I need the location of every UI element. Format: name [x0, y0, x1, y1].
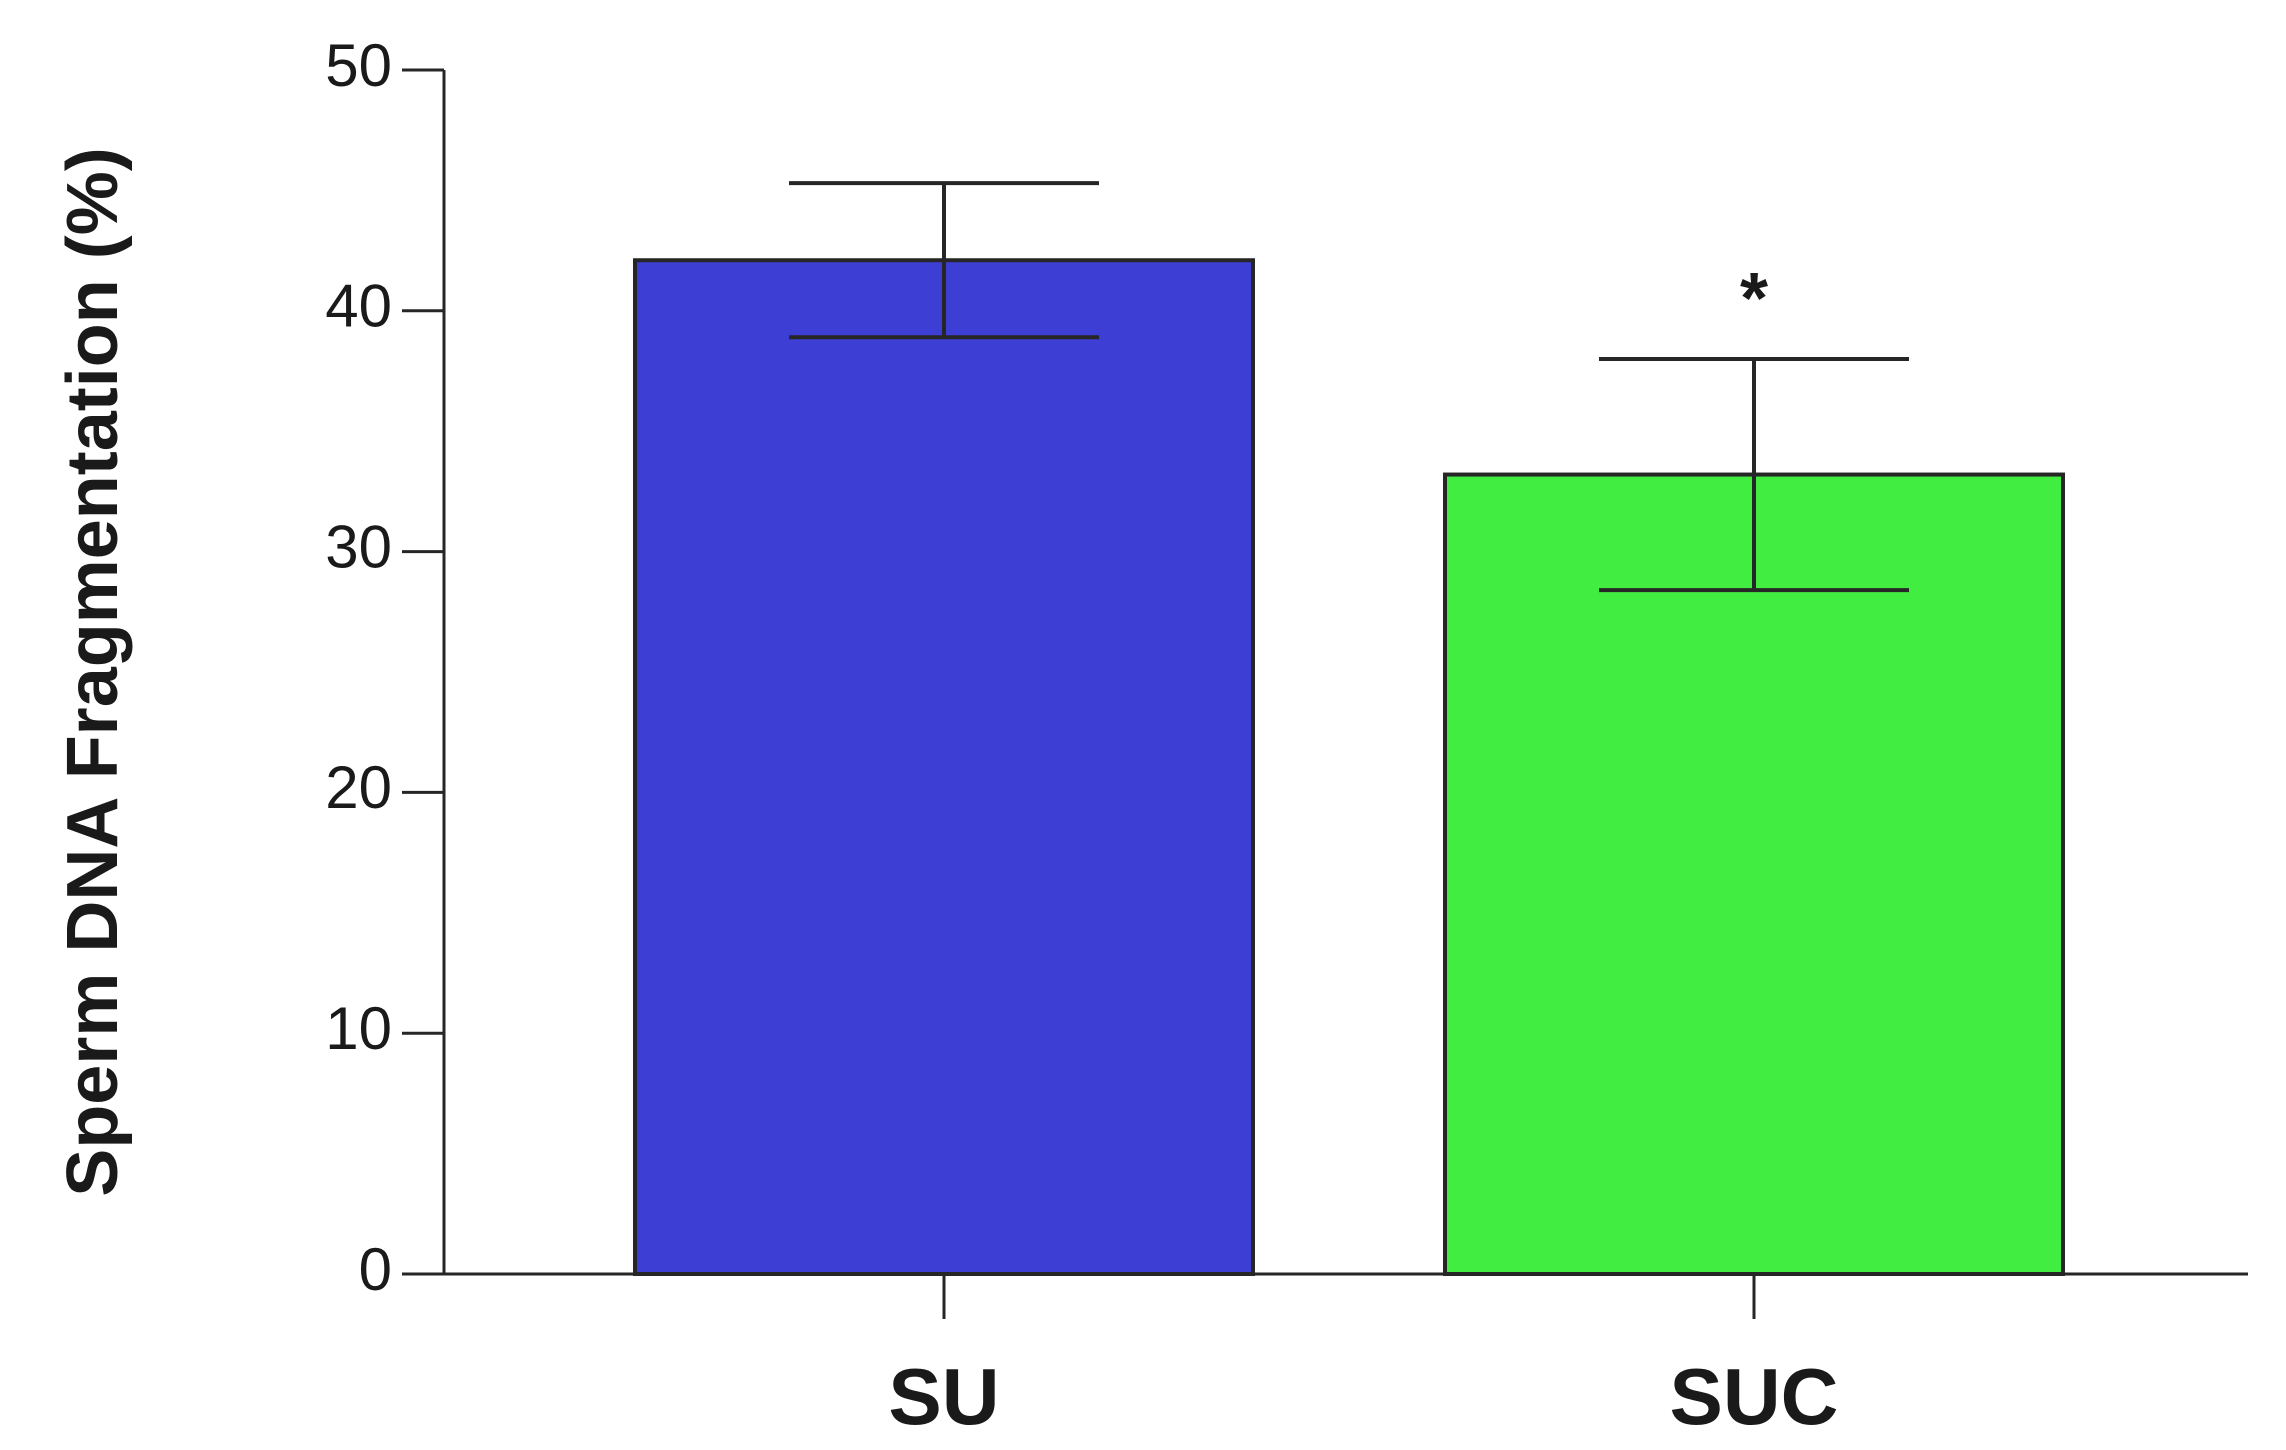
x-category-label: SU	[888, 1352, 999, 1441]
x-axis: SU SUC	[444, 1272, 2248, 1441]
y-tick-label: 40	[325, 273, 392, 340]
y-axis: 0 10 20 30 40 50	[325, 32, 446, 1303]
y-axis-title-group: Sperm DNA Fragmentation (%)	[53, 147, 133, 1196]
y-tick-label: 50	[325, 32, 392, 99]
significance-asterisk: *	[1740, 259, 1768, 339]
bar-su	[633, 258, 1255, 1276]
bars: *	[633, 181, 2065, 1276]
y-tick-label: 20	[325, 754, 392, 821]
y-axis-title: Sperm DNA Fragmentation (%)	[53, 147, 133, 1196]
x-category-label: SUC	[1670, 1352, 1839, 1441]
y-tick-label: 10	[325, 995, 392, 1062]
y-tick-label: 30	[325, 513, 392, 580]
bar-suc	[1443, 472, 2065, 1276]
y-tick-label: 0	[359, 1236, 392, 1303]
